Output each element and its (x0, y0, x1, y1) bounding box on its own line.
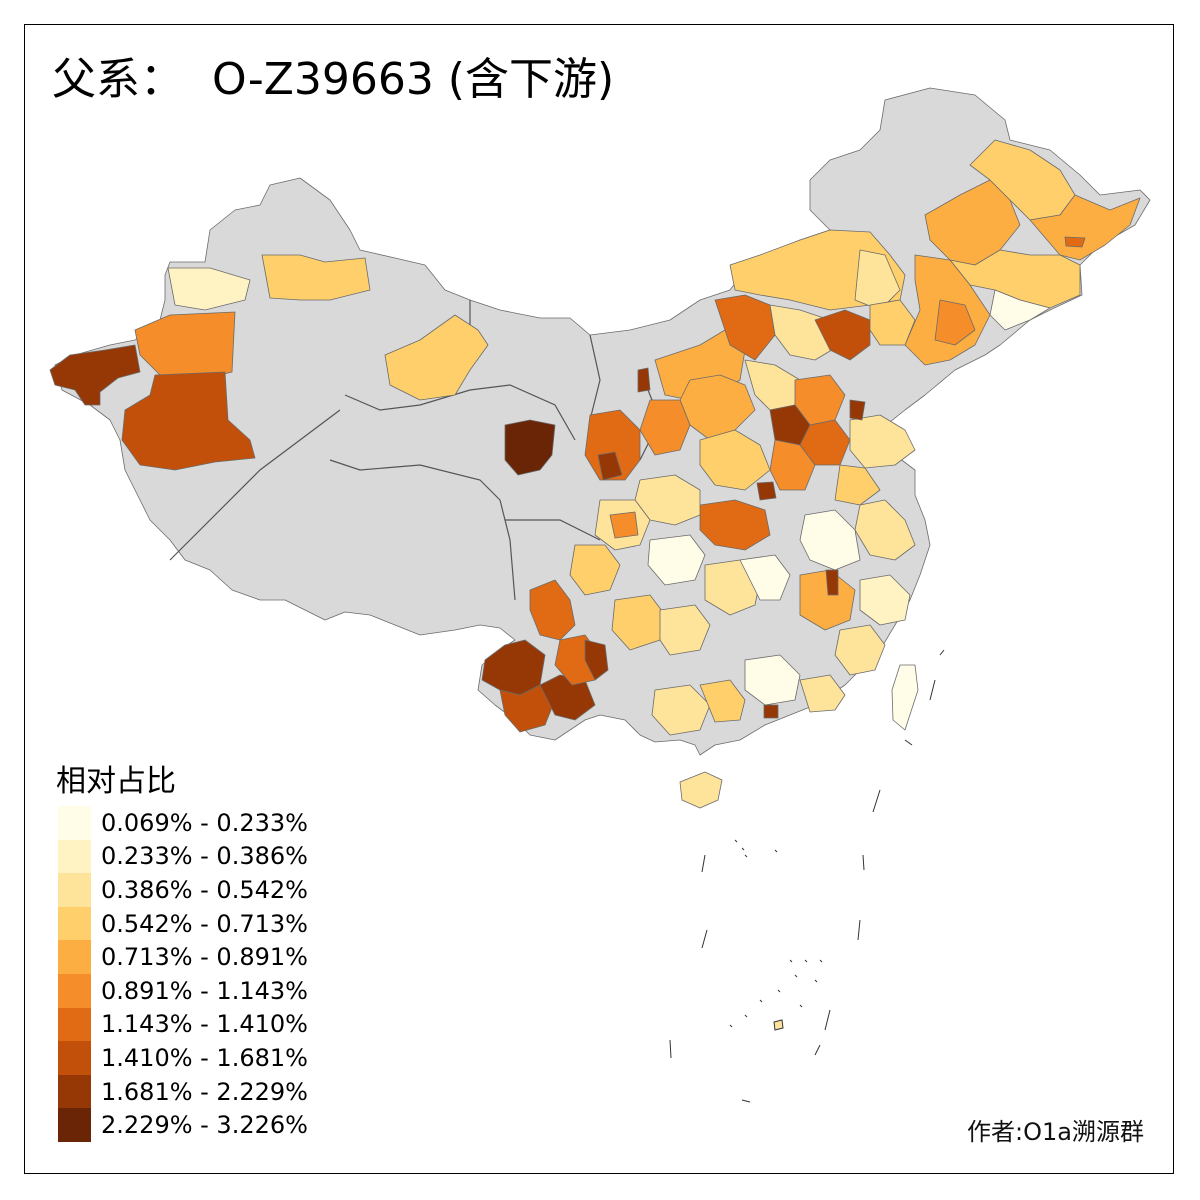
region-hubei-1 (699, 499, 771, 551)
legend-label: 0.891% - 1.143% (101, 976, 308, 1005)
region-gansu-west (384, 314, 489, 401)
region-xj-north-2 (261, 254, 371, 301)
legend-label: 0.542% - 0.713% (101, 909, 308, 938)
legend-swatch (58, 940, 91, 974)
region-shaanxi-2 (597, 451, 623, 481)
region-ne-liaoning-2 (934, 299, 976, 346)
legend-label: 0.233% - 0.386% (101, 842, 308, 871)
region-shaanxi-north (584, 409, 641, 481)
region-fujian-1 (834, 624, 886, 676)
legend-label: 0.713% - 0.891% (101, 943, 308, 972)
region-guangxi-2 (699, 679, 746, 723)
region-henan-dark (756, 481, 777, 501)
region-imongolia-4 (814, 309, 871, 361)
region-chongqing (647, 534, 706, 586)
legend-item: 0.891% - 1.143% (58, 973, 308, 1008)
legend-item: 0.069% - 0.233% (58, 806, 308, 840)
region-ne-heilongjiang-3 (1029, 194, 1141, 261)
region-yunnan-3 (539, 674, 596, 721)
legend-swatch (58, 1074, 91, 1109)
region-sichuan-orange (529, 579, 576, 641)
region-shandong-1 (849, 414, 916, 469)
region-ne-jilin (949, 249, 1081, 309)
legend-swatch (58, 973, 91, 1008)
region-hunan-2 (739, 554, 791, 601)
region-imongolia-5 (869, 299, 916, 346)
legend-swatch (58, 1108, 91, 1142)
legend-label: 0.386% - 0.542% (101, 875, 308, 904)
region-sichuan-3 (569, 544, 621, 596)
region-xj-north-1 (167, 267, 251, 311)
region-imongolia-center (854, 249, 901, 311)
map-title: 父系： O-Z39663 (含下游) (52, 54, 615, 105)
region-anhui-1 (799, 509, 861, 571)
legend-item: 0.233% - 0.386% (58, 839, 308, 874)
region-zhejiang-1 (859, 574, 911, 626)
legend-title: 相对占比 (56, 764, 176, 799)
region-jiangsu-1 (854, 499, 916, 561)
author-credit: 作者:O1a溯源群 (967, 1118, 1144, 1146)
region-yunnan-5 (584, 639, 609, 681)
legend-item: 1.143% - 1.410% (58, 1007, 308, 1042)
legend-label: 0.069% - 0.233% (101, 808, 308, 837)
region-guangdong-1 (744, 654, 801, 706)
south-sea-islands (669, 649, 945, 1103)
legend-swatch (58, 1007, 91, 1042)
legend-item: 0.386% - 0.542% (58, 873, 308, 907)
region-henan-2 (769, 439, 816, 491)
taiwan-island (891, 664, 919, 731)
legend-item: 1.681% - 2.229% (58, 1074, 308, 1109)
region-guizhou-2 (659, 604, 711, 656)
region-guangdong-2 (799, 674, 846, 713)
legend-label: 1.681% - 2.229% (101, 1077, 308, 1106)
legend: 0.069% - 0.233% 0.233% - 0.386% 0.386% -… (58, 806, 308, 1142)
region-guangdong-dark (763, 704, 779, 719)
region-ne-heb-dark (1064, 236, 1086, 248)
region-guangxi-1 (651, 684, 711, 736)
region-shandong-dark (849, 399, 866, 421)
legend-swatch (58, 1041, 91, 1075)
region-ne-heilongjiang-1 (924, 179, 1021, 266)
legend-label: 1.143% - 1.410% (101, 1010, 308, 1039)
legend-item: 0.713% - 0.891% (58, 940, 308, 974)
legend-item: 1.410% - 1.681% (58, 1041, 308, 1075)
legend-item: 0.542% - 0.713% (58, 906, 308, 941)
region-henan-1 (699, 429, 771, 491)
region-xj-kizilsu (49, 344, 141, 406)
region-ningxia (637, 367, 651, 393)
region-jiangxi-dark (825, 569, 839, 596)
region-yunnan-2 (499, 684, 556, 733)
legend-item: 2.229% - 3.226% (58, 1108, 308, 1142)
region-xj-kashgar (121, 371, 256, 471)
legend-swatch (58, 873, 91, 907)
region-hainan (679, 771, 723, 809)
region-qinghai-dark (504, 419, 556, 476)
legend-swatch (58, 839, 91, 874)
region-sichuan-2 (609, 511, 639, 539)
legend-swatch (58, 906, 91, 941)
legend-swatch (58, 806, 91, 840)
legend-label: 2.229% - 3.226% (101, 1111, 308, 1140)
legend-label: 1.410% - 1.681% (101, 1043, 308, 1072)
region-shandong-2 (834, 464, 881, 506)
